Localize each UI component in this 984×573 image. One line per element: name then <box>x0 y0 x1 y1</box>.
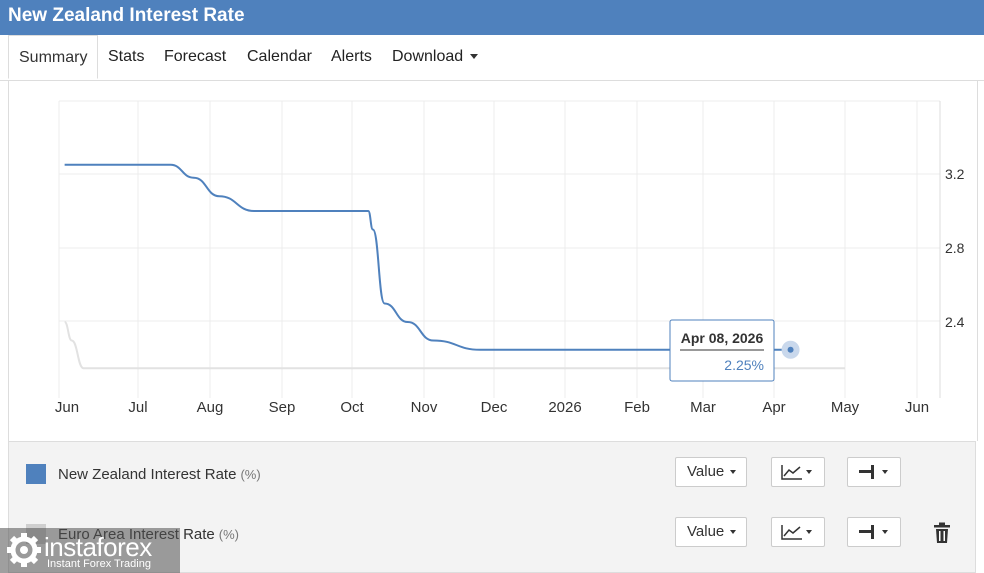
tab-download-label: Download <box>392 48 464 65</box>
chart-type-dropdown[interactable] <box>771 517 825 547</box>
chevron-down-icon <box>806 530 812 534</box>
value-dropdown[interactable]: Value <box>675 457 747 487</box>
x-tick-label: Mar <box>690 399 716 416</box>
series-color-swatch[interactable] <box>26 464 46 484</box>
title-bar: New Zealand Interest Rate <box>0 0 984 35</box>
chevron-down-icon <box>882 470 888 474</box>
axis-icon <box>859 465 874 479</box>
x-tick-label: Oct <box>340 399 364 416</box>
legend-series-name: New Zealand Interest Rate (%) <box>58 466 261 483</box>
axis-icon <box>859 525 874 539</box>
gear-logo-icon <box>7 533 41 567</box>
x-tick-label: Aug <box>197 399 224 416</box>
tab-alerts[interactable]: Alerts <box>331 35 372 79</box>
value-dropdown[interactable]: Value <box>675 517 747 547</box>
chevron-down-icon <box>730 530 737 535</box>
value-dropdown-label: Value <box>687 523 725 540</box>
x-tick-label: 2026 <box>548 399 581 416</box>
line-chart-icon <box>781 525 802 540</box>
instaforex-watermark: instaforex Instant Forex Trading <box>0 528 180 573</box>
tab-stats-label: Stats <box>108 48 145 65</box>
tooltip-date: Apr 08, 2026 <box>681 330 764 346</box>
axis-dropdown[interactable] <box>847 517 901 547</box>
hover-marker <box>787 346 794 353</box>
tab-download[interactable]: Download <box>392 35 479 79</box>
tab-bar: Summary Stats Forecast Calendar Alerts D… <box>0 35 984 81</box>
chevron-down-icon <box>806 470 812 474</box>
chart-area <box>8 81 978 441</box>
tab-summary-label: Summary <box>19 49 88 66</box>
x-tick-label: May <box>831 399 860 416</box>
x-tick-label: Jun <box>905 399 929 416</box>
y-tick-label: 2.8 <box>945 240 965 256</box>
chevron-down-icon <box>730 470 737 475</box>
tab-calendar[interactable]: Calendar <box>247 35 312 79</box>
series-unit: (%) <box>218 527 239 542</box>
tab-forecast-label: Forecast <box>164 48 227 65</box>
series-line-nz <box>64 163 791 351</box>
axis-dropdown[interactable] <box>847 457 901 487</box>
series-line-euro <box>64 321 845 370</box>
x-tick-label: Jun <box>55 399 79 416</box>
trash-icon[interactable] <box>933 522 951 544</box>
x-tick-label: Nov <box>411 399 438 416</box>
y-tick-label: 3.2 <box>945 166 965 182</box>
legend-row-nz: New Zealand Interest Rate (%) Value <box>9 444 975 504</box>
watermark-tagline: Instant Forex Trading <box>47 558 151 570</box>
x-tick-label: Jul <box>128 399 147 416</box>
chevron-down-icon <box>470 54 479 60</box>
series-name: New Zealand Interest Rate <box>58 466 237 483</box>
tooltip-value: 2.25% <box>724 357 764 373</box>
tab-calendar-label: Calendar <box>247 48 312 65</box>
x-tick-label: Sep <box>269 399 296 416</box>
tab-alerts-label: Alerts <box>331 48 372 65</box>
series-unit: (%) <box>240 467 261 482</box>
tab-forecast[interactable]: Forecast <box>164 35 226 79</box>
watermark-brand: instaforex <box>44 532 152 562</box>
x-tick-label: Feb <box>624 399 650 416</box>
x-tick-label: Apr <box>762 399 785 416</box>
tab-summary[interactable]: Summary <box>8 35 98 79</box>
line-chart-icon <box>781 465 802 480</box>
value-dropdown-label: Value <box>687 463 725 480</box>
chevron-down-icon <box>882 530 888 534</box>
x-tick-label: Dec <box>481 399 508 416</box>
page-title: New Zealand Interest Rate <box>8 5 245 26</box>
tab-stats[interactable]: Stats <box>108 35 144 79</box>
y-tick-label: 2.4 <box>945 314 965 330</box>
chart-type-dropdown[interactable] <box>771 457 825 487</box>
line-chart[interactable]: 3.2 2.8 2.4 Jun Jul Aug Sep Oct Nov Dec 2026 Feb Mar… <box>0 81 984 441</box>
